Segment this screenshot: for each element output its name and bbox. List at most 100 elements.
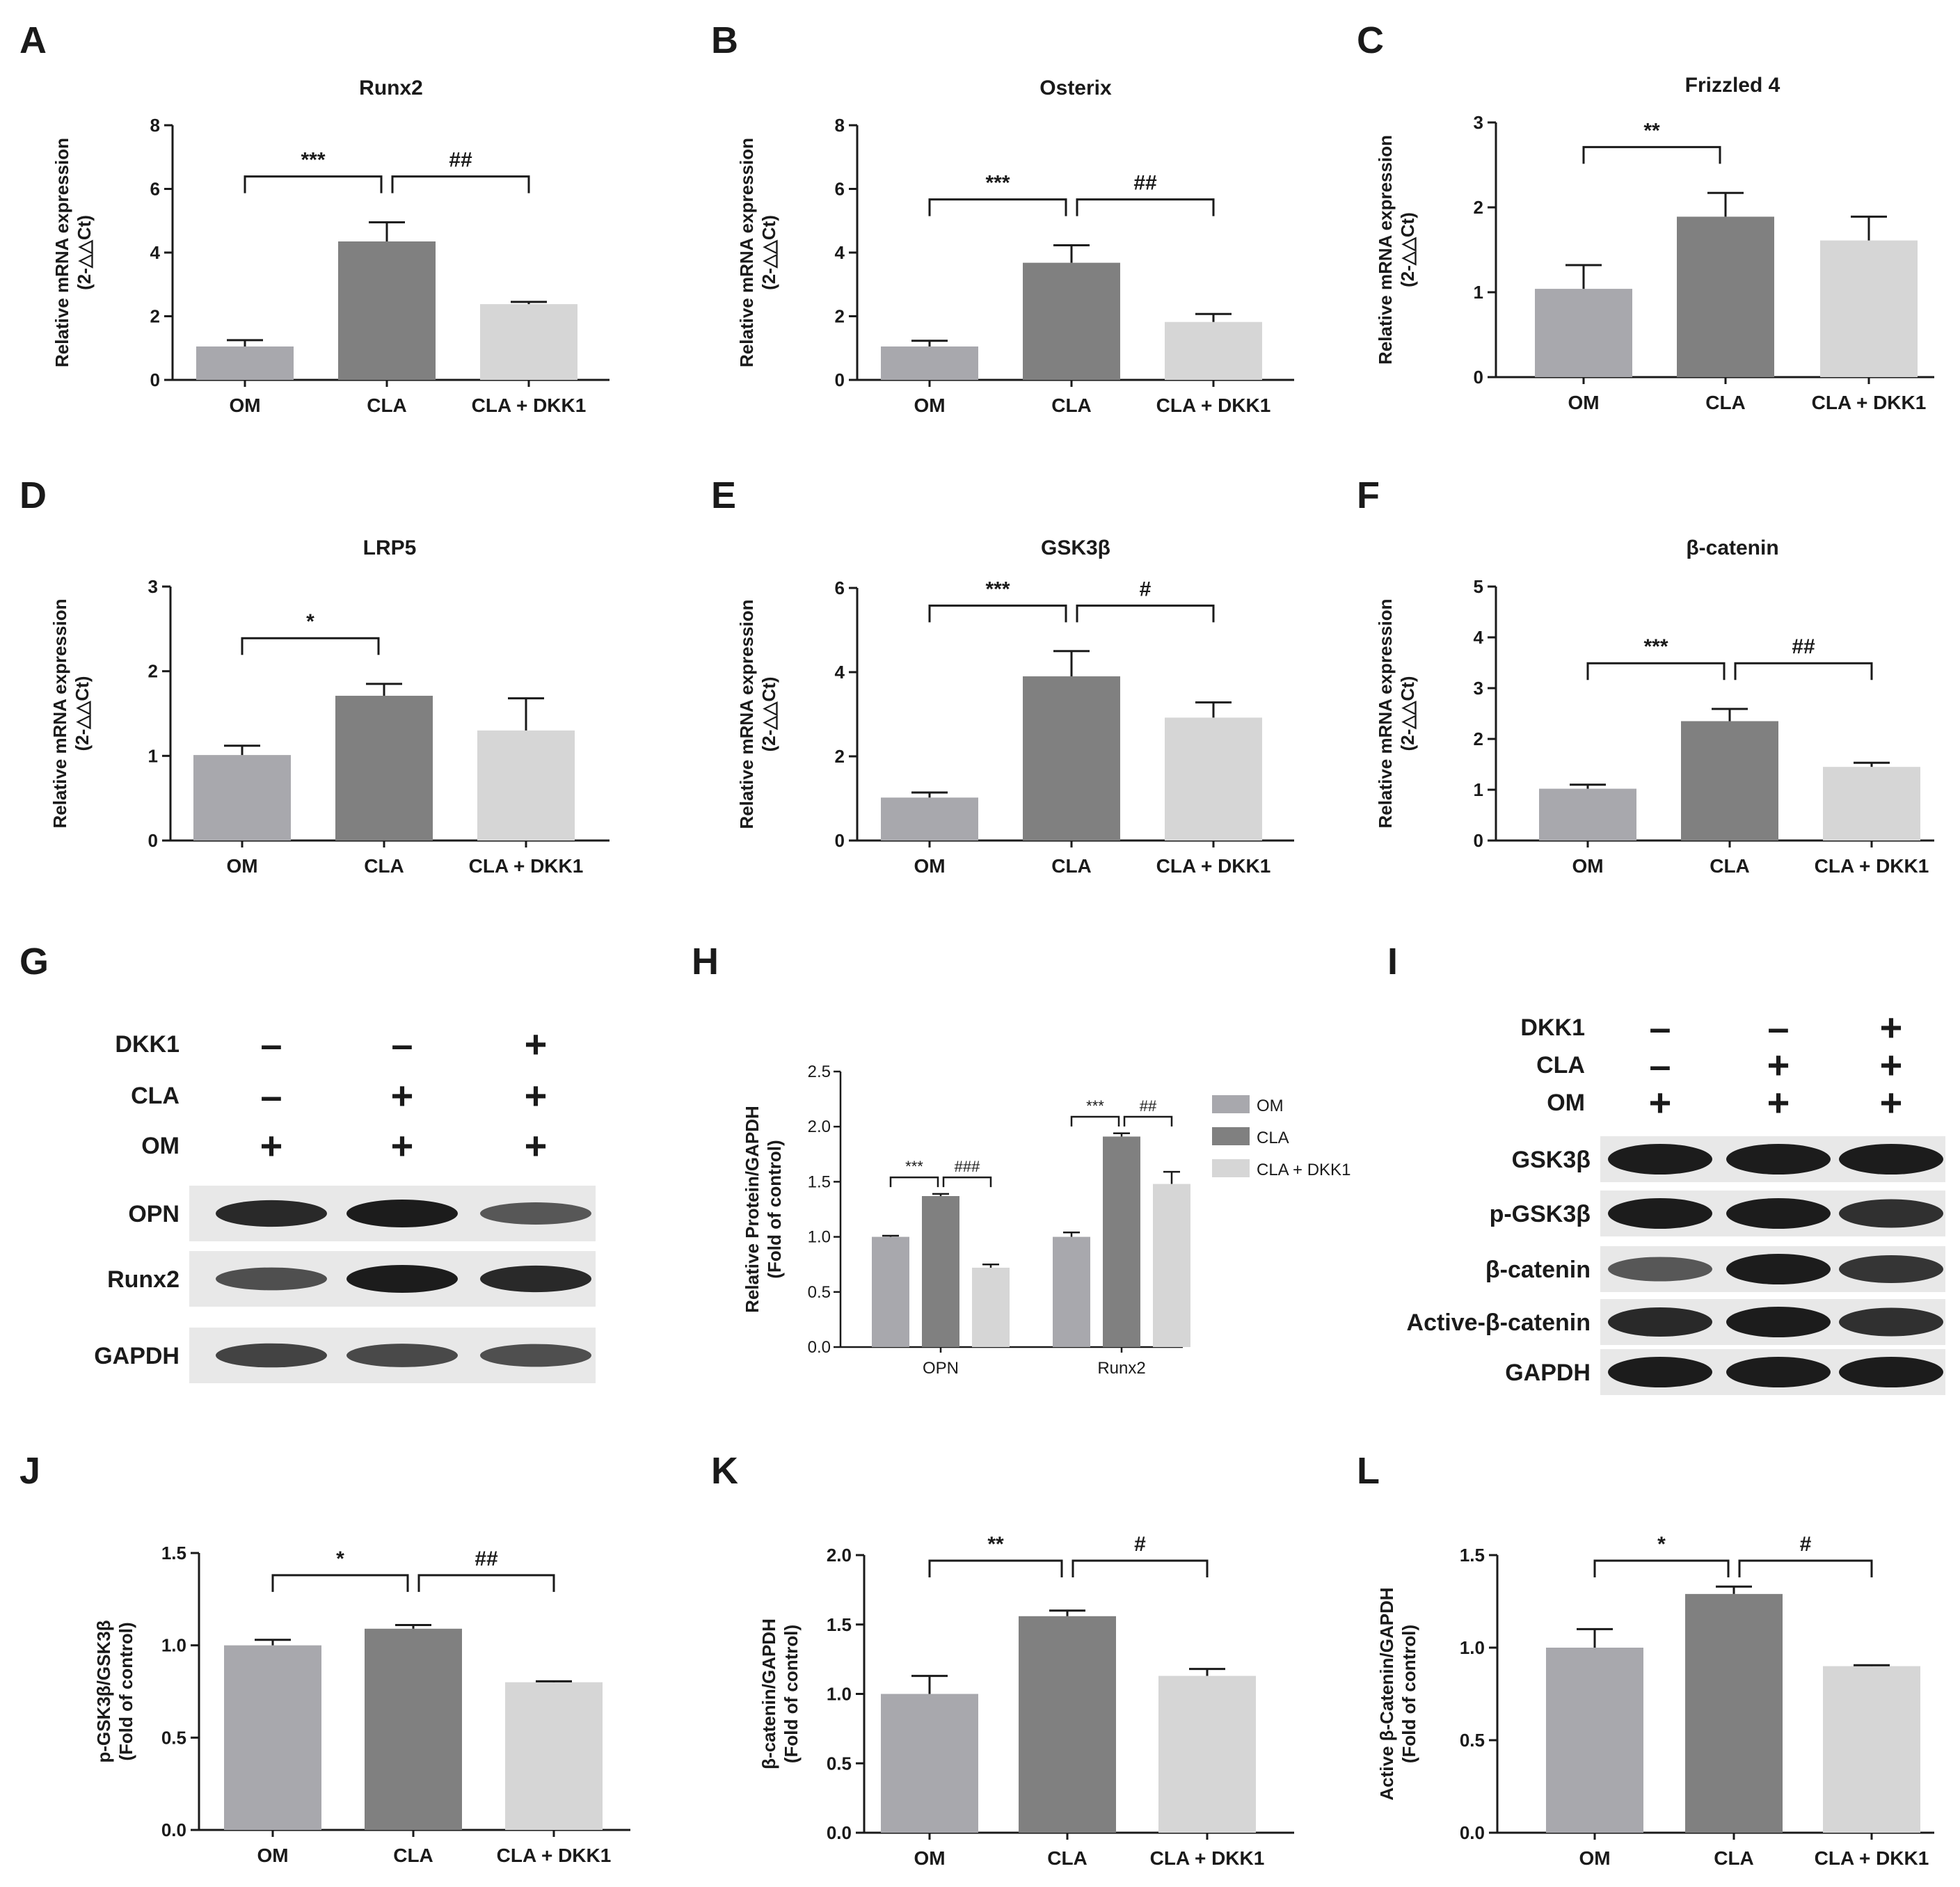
blot-row-label: β-catenin	[1485, 1257, 1591, 1283]
protein-band	[1726, 1144, 1831, 1175]
panel-A: A Runx2 0 2 4 6 8 Relative mRNA expression(2-△△…	[19, 19, 609, 416]
y-tick-label: 0	[835, 369, 845, 390]
bar	[1823, 1666, 1920, 1833]
bar	[1681, 721, 1778, 841]
y-tick-label: 3	[1474, 112, 1483, 133]
y-tick-label: 1	[1474, 779, 1483, 800]
significance-bracket	[1582, 145, 1721, 164]
y-tick-label: 0.0	[161, 1820, 186, 1840]
y-tick-label: 2	[148, 661, 158, 682]
plus-sign: +	[1649, 1081, 1672, 1124]
plus-sign: +	[1767, 1081, 1790, 1124]
protein-band	[1726, 1254, 1831, 1284]
plus-sign: +	[1880, 1081, 1903, 1124]
x-tick-label: CLA + DKK1	[1156, 855, 1271, 877]
bar	[872, 1236, 909, 1347]
y-tick-label: 1.5	[808, 1172, 831, 1191]
y-axis-label-line: (2-△△Ct)	[1397, 676, 1418, 751]
y-tick-label: 1.0	[1460, 1637, 1485, 1658]
chart-title: LRP5	[363, 536, 417, 559]
treatment-label: DKK1	[115, 1031, 180, 1058]
bar	[1820, 240, 1918, 377]
y-tick-label: 4	[835, 242, 845, 263]
y-axis-label-line: (2-△△Ct)	[74, 215, 95, 290]
plus-sign: +	[525, 1124, 548, 1168]
plus-sign: +	[391, 1124, 414, 1168]
y-tick-label: 6	[835, 179, 845, 200]
panel-K: K 0.0 0.5 1.0 1.5 2.0 β-catenin/GAPDH(Fold of …	[711, 1450, 1294, 1869]
y-tick-label: 4	[1474, 627, 1484, 648]
x-tick-label: OM	[914, 1847, 945, 1869]
panel-B: B Osterix 0 2 4 6 8 Relative mRNA expression(2-…	[711, 19, 1294, 416]
y-tick-label: 2	[1474, 197, 1483, 218]
y-axis-label-line: Relative mRNA expression	[49, 599, 70, 829]
y-axis-label: Relative Protein/GAPDH(Fold of control)	[742, 1106, 785, 1313]
legend-label: CLA	[1257, 1129, 1289, 1147]
treatment-label: DKK1	[1520, 1014, 1585, 1041]
y-tick-label: 0.0	[1460, 1822, 1485, 1843]
y-axis-label: Active β-Catenin/GAPDH(Fold of control)	[1376, 1587, 1419, 1800]
y-tick-label: 1.5	[161, 1543, 186, 1563]
x-tick-label: CLA + DKK1	[1156, 395, 1271, 416]
protein-band	[1608, 1307, 1712, 1337]
bar	[1103, 1136, 1140, 1347]
significance-label: ***	[301, 149, 325, 172]
legend-label: CLA + DKK1	[1257, 1161, 1351, 1179]
x-tick-label: OM	[1572, 855, 1603, 877]
bar	[193, 755, 291, 841]
panel-letter: J	[19, 1450, 40, 1492]
y-tick-label: 0	[1474, 830, 1483, 851]
bar	[1546, 1648, 1643, 1833]
x-tick-label: CLA	[1051, 855, 1092, 877]
bar	[1019, 1616, 1116, 1833]
y-tick-label: 1	[1474, 282, 1483, 303]
y-axis-label-line: β-catenin/GAPDH	[758, 1618, 779, 1769]
panel-letter: L	[1357, 1450, 1380, 1492]
protein-band	[1608, 1144, 1712, 1175]
y-tick-label: 0	[1474, 367, 1483, 388]
y-axis-label-line: Relative mRNA expression	[736, 138, 757, 367]
significance-bracket	[1123, 1115, 1173, 1126]
minus-sign: –	[260, 1074, 282, 1117]
protein-band	[1839, 1307, 1943, 1337]
y-tick-label: 1.5	[827, 1614, 852, 1635]
y-axis-label-line: (Fold of control)	[764, 1140, 785, 1278]
bar	[1165, 717, 1262, 841]
plus-sign: +	[391, 1074, 414, 1117]
bar	[1023, 676, 1120, 841]
x-tick-label: CLA	[1051, 395, 1092, 416]
bar	[1685, 1593, 1783, 1833]
x-tick-label: CLA + DKK1	[1812, 392, 1927, 413]
y-axis-label-line: Relative mRNA expression	[736, 600, 757, 829]
chart-title: Osterix	[1039, 77, 1112, 99]
significance-bracket	[1076, 198, 1215, 216]
significance-bracket	[241, 637, 380, 655]
bar	[1823, 767, 1920, 841]
y-tick-label: 0.0	[808, 1338, 831, 1357]
y-axis-label: Relative mRNA expression(2-△△Ct)	[49, 599, 93, 829]
minus-sign: –	[391, 1022, 413, 1066]
significance-label: **	[1643, 119, 1660, 142]
y-tick-label: 0.0	[827, 1822, 852, 1843]
y-tick-label: 0.5	[827, 1753, 852, 1774]
panel-letter: B	[711, 19, 738, 61]
y-axis-label-line: (2-△△Ct)	[1397, 212, 1418, 287]
blot-row-label: GAPDH	[94, 1343, 180, 1369]
y-tick-label: 4	[835, 662, 845, 683]
protein-band	[1839, 1144, 1943, 1175]
significance-label: ###	[955, 1158, 980, 1175]
y-tick-label: 0	[835, 830, 845, 851]
panel-J: J 0.0 0.5 1.0 1.5 p-GSK3β/GSK3β(Fold of contr…	[19, 1450, 630, 1866]
bar	[335, 695, 433, 841]
y-tick-label: 0.5	[161, 1727, 186, 1748]
significance-label: **	[987, 1533, 1004, 1556]
x-tick-label: Runx2	[1097, 1359, 1145, 1378]
y-tick-label: 8	[150, 115, 160, 136]
y-tick-label: 5	[1474, 576, 1483, 597]
panel-letter: F	[1357, 475, 1380, 516]
x-tick-label: OM	[914, 395, 945, 416]
y-axis-label-line: (Fold of control)	[1399, 1625, 1419, 1763]
plus-sign: +	[260, 1124, 283, 1168]
y-tick-label: 4	[150, 242, 161, 263]
